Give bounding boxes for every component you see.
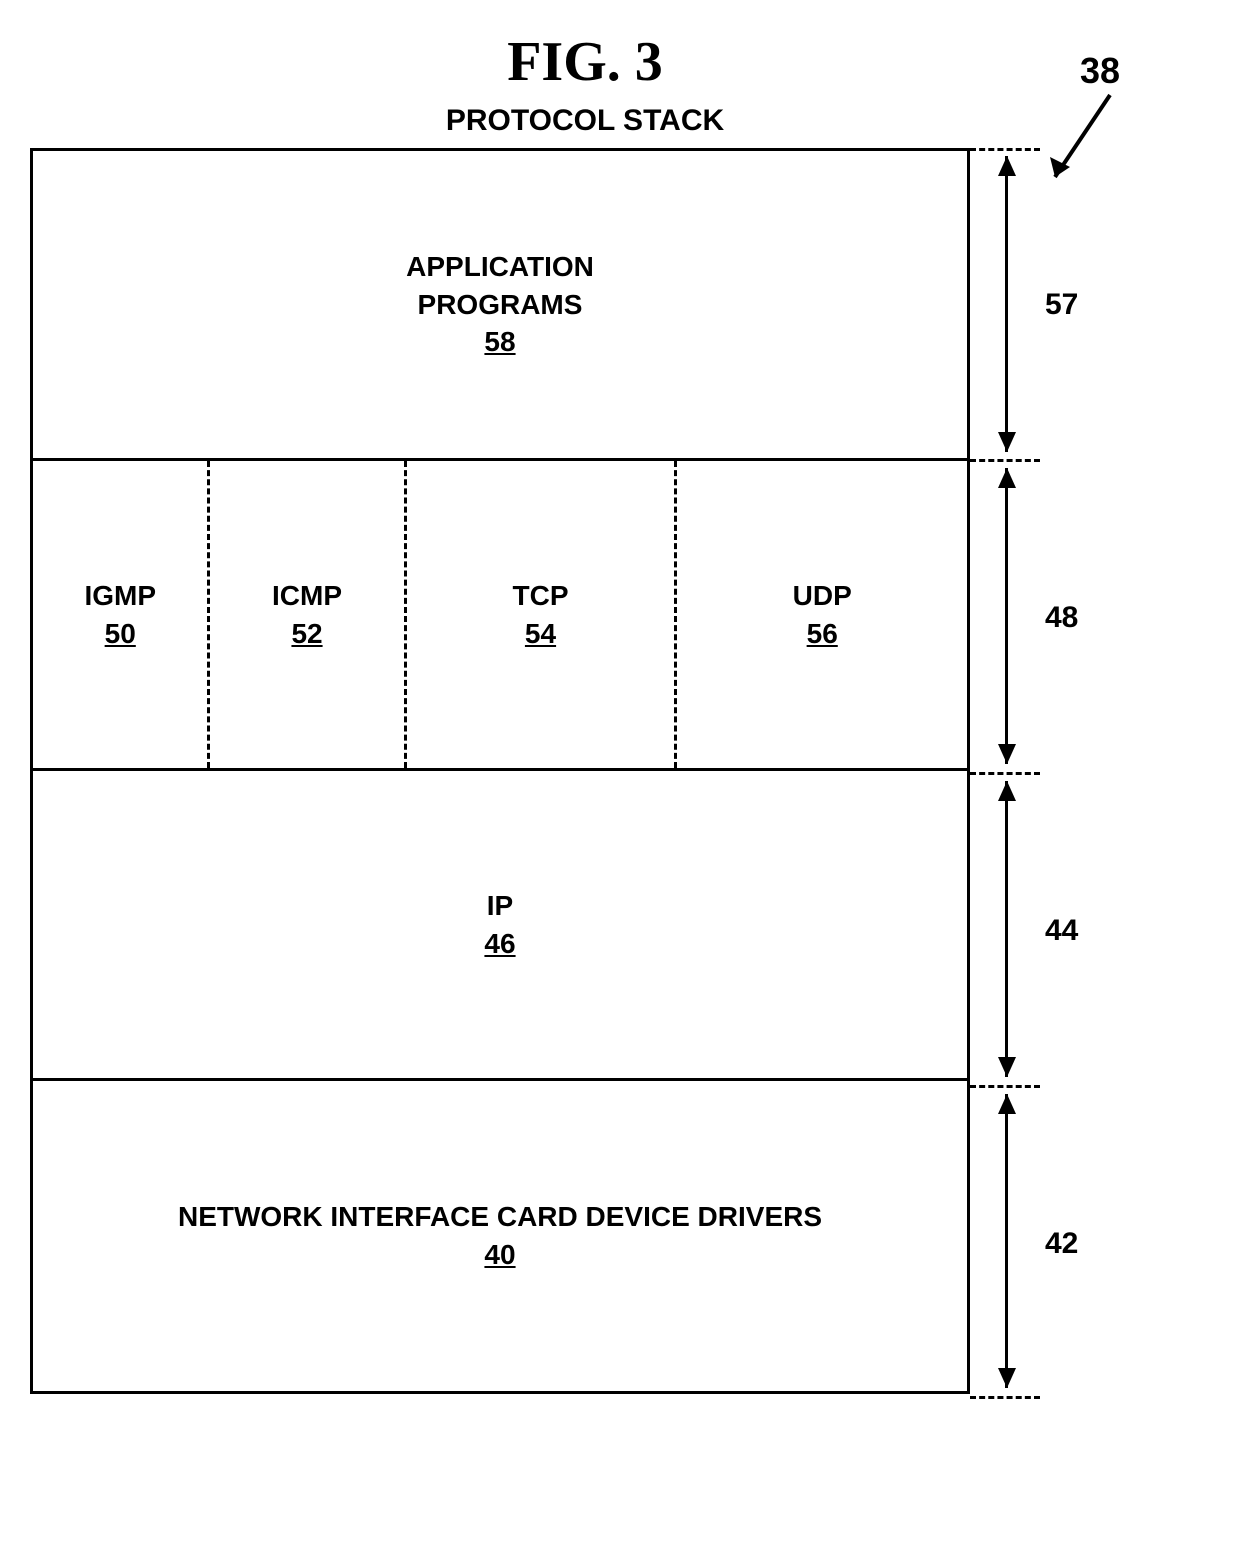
layer-nic-label: NETWORK INTERFACE CARD DEVICE DRIVERS [178,1198,822,1236]
figure-container: 38 FIG. 3 PROTOCOL STACK APPLICATION PRO… [30,30,1210,1394]
bracket-1-label: 57 [1045,288,1078,322]
layer-nic: NETWORK INTERFACE CARD DEVICE DRIVERS 40 [33,1081,967,1391]
layer-transport: IGMP 50 ICMP 52 TCP 54 UDP 56 [33,461,967,771]
transport-col-tcp: TCP 54 [407,461,678,768]
transport-ref-tcp: 54 [525,615,556,653]
layer-ip-label: IP [487,887,513,925]
transport-label-tcp: TCP [513,577,569,615]
bracket-2-label: 48 [1045,601,1078,635]
diagram-wrap: APPLICATION PROGRAMS 58 IGMP 50 ICMP 52 … [30,148,1210,1394]
protocol-stack: APPLICATION PROGRAMS 58 IGMP 50 ICMP 52 … [30,148,970,1394]
bracket-3-arrow-down [998,1057,1016,1077]
bracket-4-label: 42 [1045,1227,1078,1261]
figure-subtitle: PROTOCOL STACK [0,104,1210,138]
bracket-1-arrow-down [998,432,1016,452]
layer-application-label: APPLICATION PROGRAMS [406,248,594,324]
transport-label-igmp: IGMP [84,577,156,615]
bracket-dash-3 [970,1085,1040,1088]
bracket-4-line [1005,1094,1008,1388]
transport-col-igmp: IGMP 50 [33,461,210,768]
brackets-column: 57 48 44 42 [970,148,1140,1394]
bracket-dash-1 [970,459,1040,462]
layer-ip: IP 46 [33,771,967,1081]
bracket-dash-0 [970,148,1040,151]
transport-col-udp: UDP 56 [677,461,967,768]
bracket-dash-4 [970,1396,1040,1399]
transport-label-udp: UDP [793,577,852,615]
layer-nic-ref: 40 [484,1236,515,1274]
transport-col-icmp: ICMP 52 [210,461,406,768]
transport-ref-udp: 56 [807,615,838,653]
bracket-3-label: 44 [1045,914,1078,948]
layer-application-ref: 58 [484,323,515,361]
bracket-2-arrow-down [998,744,1016,764]
layer-application: APPLICATION PROGRAMS 58 [33,151,967,461]
bracket-2-line [1005,468,1008,764]
bracket-1-line [1005,156,1008,452]
figure-title: FIG. 3 [0,30,1210,94]
bracket-4-arrow-down [998,1368,1016,1388]
layer-ip-ref: 46 [484,925,515,963]
transport-ref-icmp: 52 [291,615,322,653]
bracket-3-line [1005,781,1008,1077]
bracket-dash-2 [970,772,1040,775]
transport-ref-igmp: 50 [105,615,136,653]
transport-label-icmp: ICMP [272,577,342,615]
